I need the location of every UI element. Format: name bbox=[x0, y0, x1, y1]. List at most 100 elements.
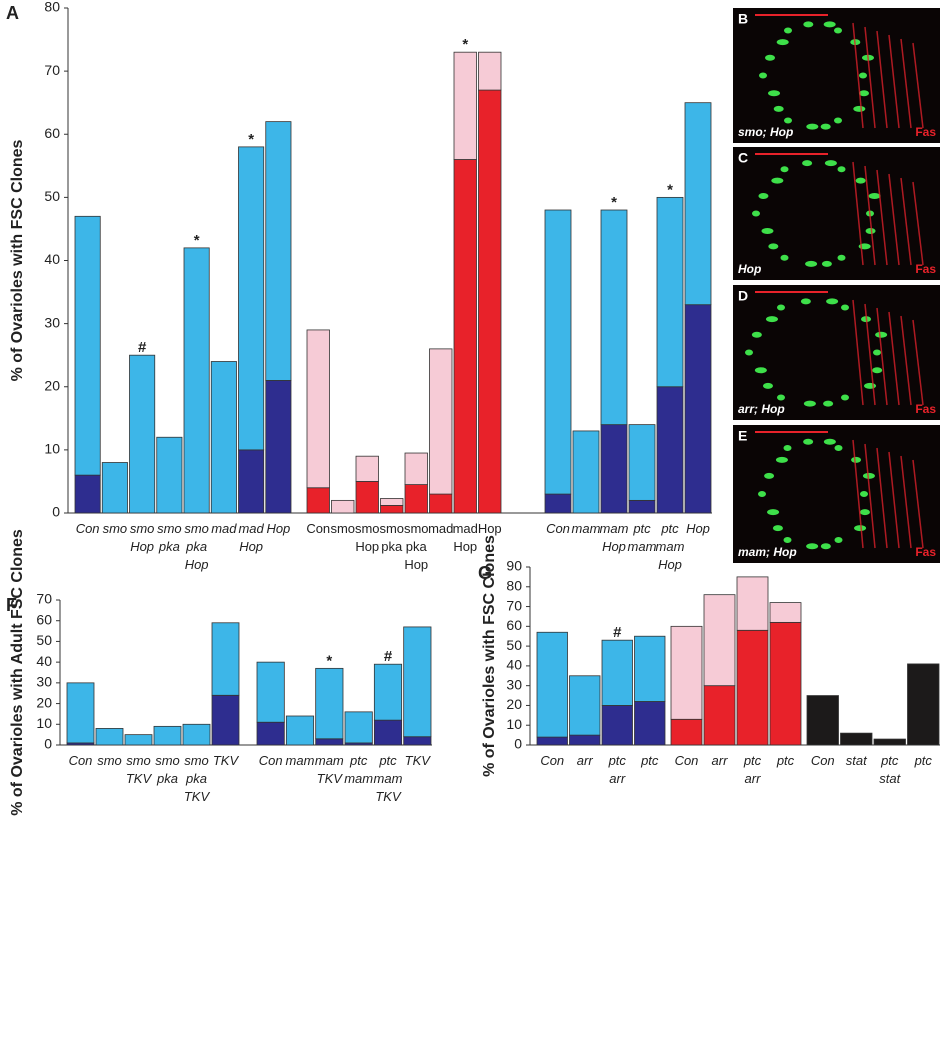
x-tick-line: ptc bbox=[743, 753, 762, 768]
x-tick-line: pka bbox=[406, 539, 428, 554]
x-tick-label: ptc stat bbox=[879, 753, 901, 786]
x-tick-label: smo bbox=[103, 521, 128, 536]
cell-green bbox=[771, 177, 784, 184]
stain-red bbox=[876, 447, 888, 549]
stain-red bbox=[852, 161, 864, 266]
x-tick-label: stat bbox=[846, 753, 868, 768]
bar-segment bbox=[634, 635, 666, 702]
y-axis-label: % of Ovarioles with FSC Clones bbox=[9, 139, 26, 381]
stain-label: Fas bbox=[915, 125, 936, 139]
x-tick-line: smo bbox=[155, 753, 180, 768]
x-tick-line: smo bbox=[184, 753, 209, 768]
cell-green bbox=[862, 472, 875, 479]
stain-red bbox=[864, 303, 876, 406]
cell-green bbox=[806, 123, 819, 130]
bar-segment bbox=[572, 430, 600, 514]
x-tick-line: ptc bbox=[776, 753, 795, 768]
x-tick-label: smo pka Hop bbox=[184, 521, 209, 572]
bar-segment bbox=[873, 738, 906, 746]
bar-segment bbox=[429, 348, 453, 495]
y-tick-label: 60 bbox=[44, 125, 60, 141]
x-tick-label: mam bbox=[572, 521, 601, 536]
annotation: # bbox=[384, 648, 393, 665]
x-tick-label: ptc arr bbox=[608, 753, 627, 786]
x-tick-label: ptc bbox=[914, 753, 933, 768]
bar-segment bbox=[684, 304, 712, 514]
bar-segment bbox=[404, 484, 428, 514]
bar-segment bbox=[331, 499, 355, 514]
x-tick-label: TKV bbox=[213, 753, 240, 768]
y-tick-label: 30 bbox=[36, 674, 52, 690]
bar-segment bbox=[210, 361, 237, 514]
panel-letter: G bbox=[478, 563, 492, 583]
bar-segment bbox=[536, 631, 568, 738]
x-tick-line: mam bbox=[656, 539, 685, 554]
cell-green bbox=[773, 105, 784, 112]
image-caption: arr; Hop bbox=[738, 402, 785, 416]
cell-green bbox=[841, 304, 849, 311]
annotation: * bbox=[462, 36, 468, 53]
bar-segment bbox=[601, 705, 633, 746]
bar-segment bbox=[380, 505, 404, 514]
bar-segment bbox=[256, 661, 285, 723]
cell-green bbox=[752, 210, 760, 217]
x-tick-line: smo bbox=[126, 753, 151, 768]
x-tick-label: arr bbox=[577, 753, 594, 768]
x-tick-label: mad Hop bbox=[238, 521, 264, 554]
x-tick-line: Con bbox=[540, 753, 564, 768]
image-caption: mam; Hop bbox=[738, 545, 797, 559]
x-tick-label: Con bbox=[675, 753, 699, 768]
bar-segment bbox=[769, 621, 802, 746]
y-tick-label: 50 bbox=[506, 637, 522, 653]
x-tick-label: ptc mam bbox=[628, 521, 657, 554]
stain-red bbox=[900, 177, 912, 266]
x-tick-line: smo bbox=[404, 521, 429, 536]
x-tick-line: pka bbox=[156, 771, 178, 786]
cell-green bbox=[837, 166, 846, 173]
cell-green bbox=[780, 254, 789, 261]
y-tick-label: 30 bbox=[506, 676, 522, 692]
y-tick-label: 10 bbox=[36, 715, 52, 731]
image-label: D bbox=[738, 288, 748, 304]
cell-green bbox=[768, 90, 781, 97]
x-tick-label: ptc arr bbox=[743, 753, 762, 786]
y-tick-label: 0 bbox=[52, 504, 60, 520]
x-tick-line: pka bbox=[185, 539, 207, 554]
stain-red bbox=[876, 307, 888, 406]
x-tick-line: Hop bbox=[130, 539, 154, 554]
cell-green bbox=[783, 536, 792, 543]
x-tick-label: ptc bbox=[640, 753, 659, 768]
cell-green bbox=[824, 160, 837, 167]
x-tick-line: Con bbox=[259, 753, 283, 768]
x-tick-line: Con bbox=[76, 521, 100, 536]
y-tick-label: 70 bbox=[506, 597, 522, 613]
y-tick-label: 70 bbox=[44, 62, 60, 78]
x-tick-line: smo bbox=[355, 521, 380, 536]
panel-letter: A bbox=[6, 3, 19, 23]
cell-green bbox=[865, 227, 876, 234]
x-tick-line: mam bbox=[572, 521, 601, 536]
x-tick-line: TKV bbox=[375, 789, 402, 804]
cell-green bbox=[765, 54, 776, 61]
x-tick-line: TKV bbox=[184, 789, 211, 804]
stain-red bbox=[912, 42, 924, 129]
bar-segment bbox=[95, 728, 124, 746]
x-tick-label: Hop bbox=[478, 521, 502, 536]
x-tick-label: Con bbox=[306, 521, 330, 536]
x-tick-line: smo bbox=[103, 521, 128, 536]
y-tick-label: 60 bbox=[506, 617, 522, 633]
x-tick-label: smo pka bbox=[379, 521, 404, 554]
x-tick-line: Hop bbox=[602, 539, 626, 554]
cell-green bbox=[872, 367, 883, 374]
bar-segment bbox=[769, 602, 802, 623]
bar-segment bbox=[634, 701, 666, 746]
stain-red bbox=[864, 443, 876, 549]
x-tick-line: mam bbox=[344, 771, 373, 786]
micrograph bbox=[733, 285, 940, 420]
cell-green bbox=[859, 72, 867, 79]
cell-green bbox=[783, 445, 792, 452]
stain-red bbox=[852, 22, 864, 129]
stain-red bbox=[900, 315, 912, 406]
bar-segment bbox=[544, 209, 572, 495]
cell-green bbox=[864, 382, 877, 389]
